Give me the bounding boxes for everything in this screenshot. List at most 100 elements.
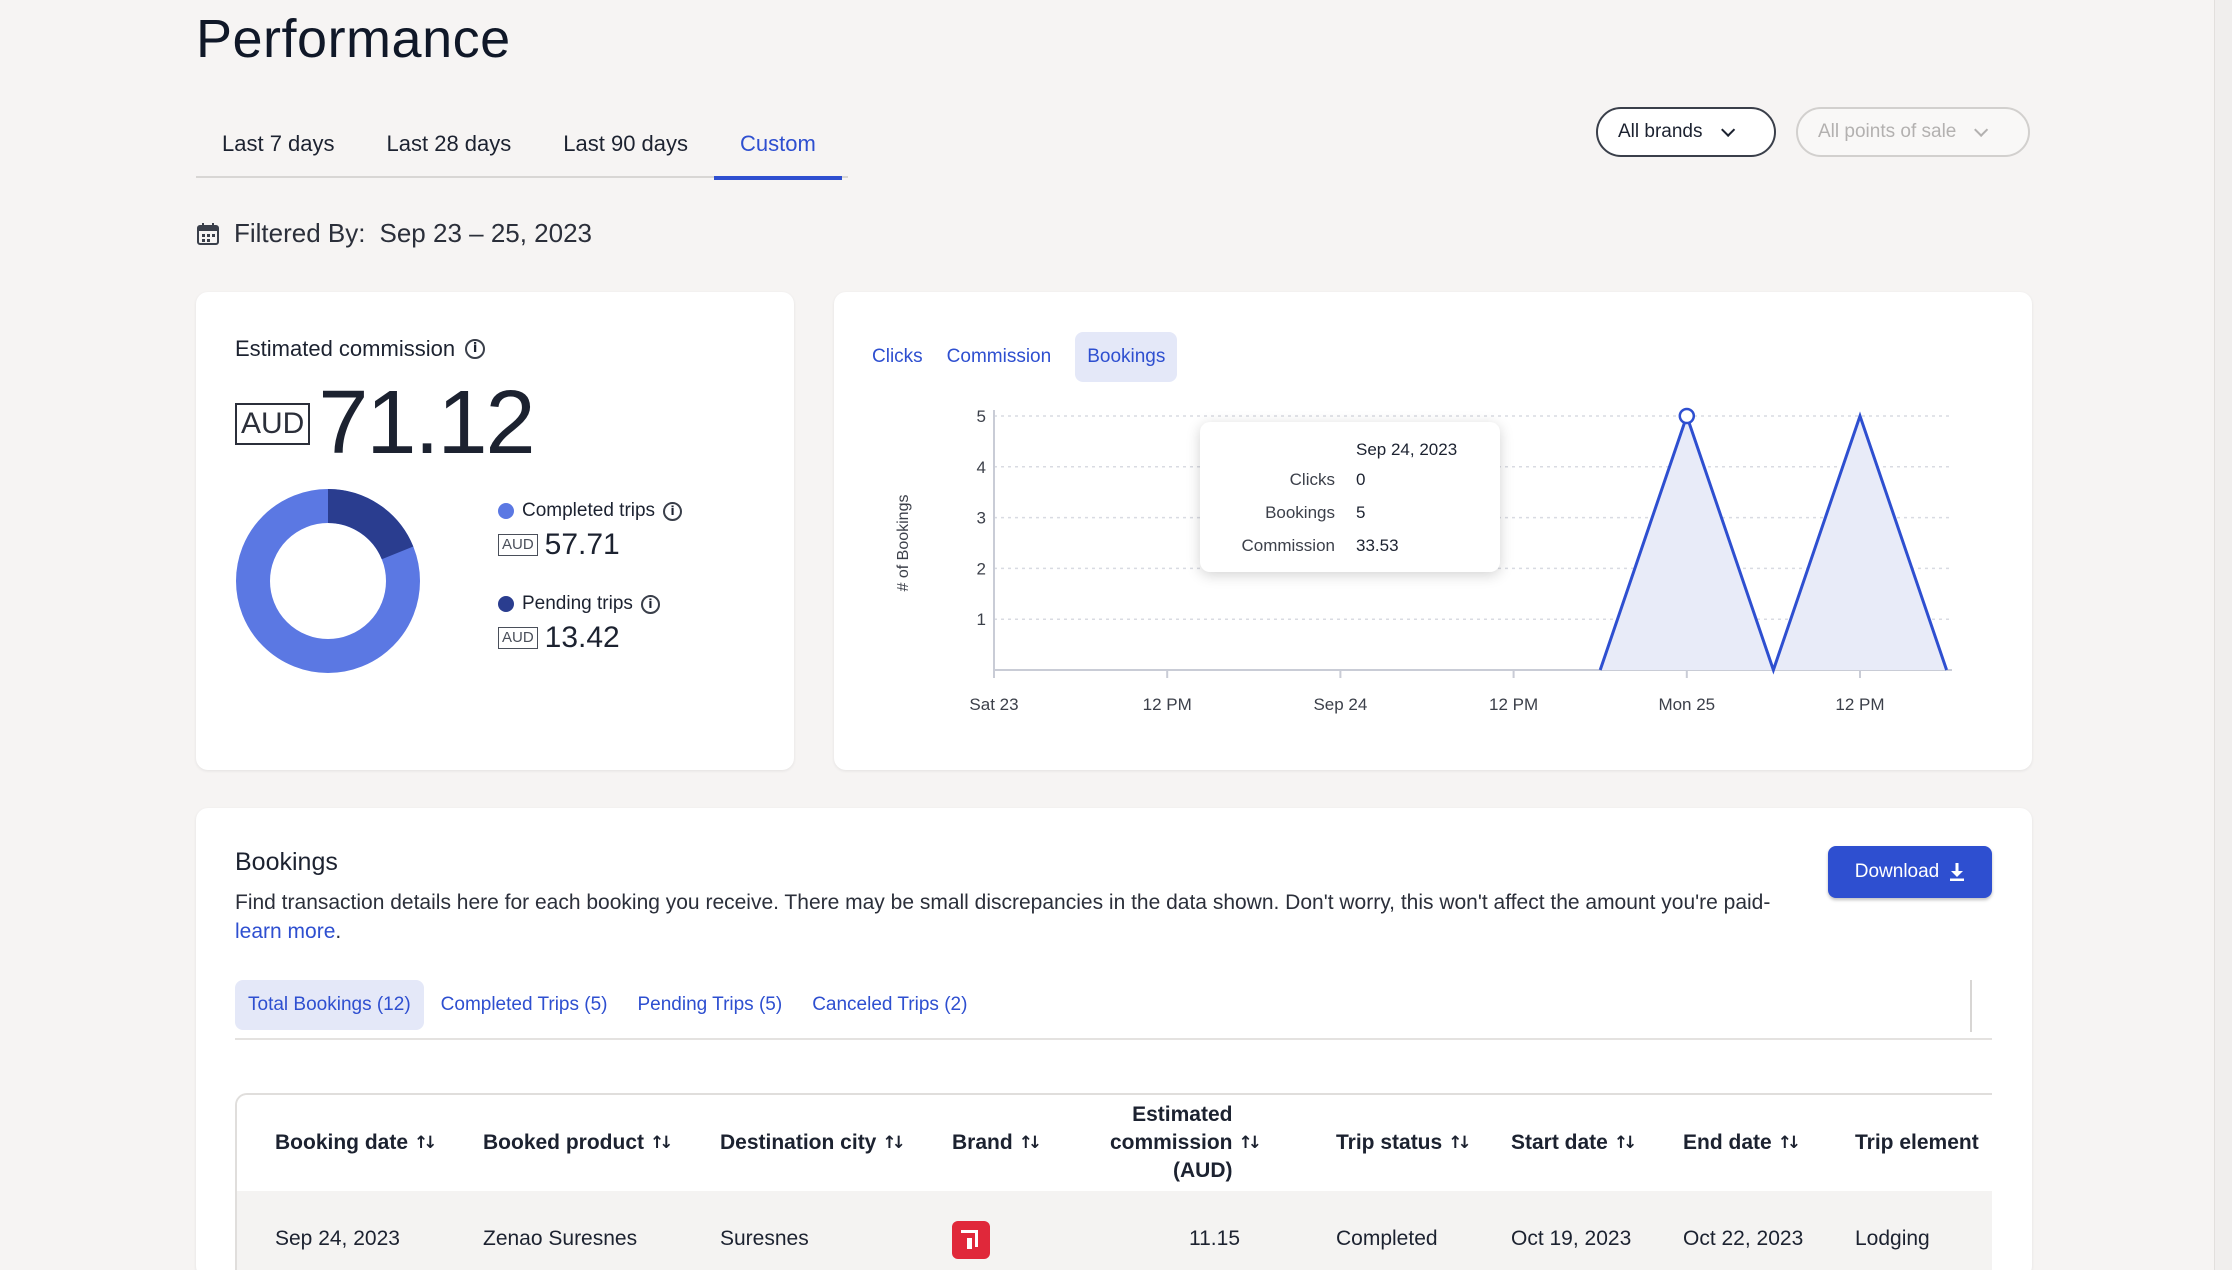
- tab-canceled-trips[interactable]: Canceled Trips (2): [812, 994, 968, 1015]
- col-trip-element[interactable]: Trip element: [1855, 1095, 1979, 1191]
- tooltip-key: Bookings: [1265, 503, 1335, 522]
- highlighted-point: [1678, 407, 1696, 425]
- commission-donut-chart: [236, 489, 420, 673]
- period-tabs: Last 7 days Last 28 days Last 90 days Cu…: [196, 118, 848, 180]
- tab-total-bookings[interactable]: Total Bookings (12): [235, 980, 424, 1030]
- filtered-by: Filtered By: Sep 23 – 25, 2023: [196, 218, 592, 249]
- y-axis-label: # of Bookings: [895, 495, 912, 592]
- y-tick-label: 1: [977, 610, 986, 629]
- tab-completed-trips[interactable]: Completed Trips (5): [440, 994, 608, 1015]
- info-icon[interactable]: i: [465, 339, 486, 359]
- bookings-description-text: Find transaction details here for each b…: [235, 891, 1771, 914]
- table-row[interactable]: Sep 24, 2023 Zenao Suresnes Suresnes 11.…: [237, 1191, 1992, 1270]
- brand-logo-icon: [952, 1221, 990, 1259]
- info-icon[interactable]: i: [640, 594, 660, 614]
- completed-trips-value: 57.71: [544, 528, 620, 561]
- chart-tooltip: Sep 24, 2023 Clicks 0 Bookings 5 Commiss…: [1200, 422, 1500, 572]
- sort-icon: ↑↓: [882, 1133, 905, 1153]
- tab-last-28-days[interactable]: Last 28 days: [386, 131, 512, 156]
- col-start-date[interactable]: Start date ↑↓: [1511, 1095, 1637, 1191]
- cell-trip-status: Completed: [1336, 1227, 1438, 1250]
- chevron-down-icon: [1974, 122, 1989, 137]
- pending-trips-value: 13.42: [544, 621, 620, 654]
- pending-dot: [498, 596, 514, 612]
- tab-commission[interactable]: Commission: [946, 346, 1052, 367]
- calendar-icon: [197, 222, 219, 245]
- col-estimated-commission[interactable]: Estimated commission (AUD) ↑↓: [1057, 1095, 1262, 1191]
- tooltip-row-bookings: Bookings 5: [1200, 503, 1500, 527]
- pending-trips-label: Pending trips: [522, 593, 633, 614]
- estimated-commission-label: Estimated commission: [235, 336, 456, 361]
- cell-end-date: Oct 22, 2023: [1683, 1227, 1804, 1250]
- tooltip-value: 0: [1356, 470, 1366, 489]
- col-destination-city[interactable]: Destination city ↑↓: [720, 1095, 906, 1191]
- col-label: Destination city: [720, 1131, 877, 1154]
- col-label: Booked product: [483, 1131, 644, 1154]
- tab-clicks[interactable]: Clicks: [872, 346, 923, 367]
- col-trip-status[interactable]: Trip status ↑↓: [1336, 1095, 1472, 1191]
- points-of-sale-select-value: All points of sale: [1818, 121, 1957, 142]
- commission-total-value: 71.12: [318, 373, 535, 473]
- sort-icon: ↑↓: [1238, 1133, 1262, 1153]
- chevron-down-icon: [1720, 122, 1735, 137]
- sort-icon: ↑↓: [1448, 1133, 1471, 1153]
- estimated-commission-total: AUD 71.12: [235, 372, 536, 475]
- learn-more-link[interactable]: learn more: [235, 920, 336, 943]
- col-brand[interactable]: Brand ↑↓: [952, 1095, 1042, 1191]
- col-label: Trip element: [1855, 1131, 1979, 1154]
- x-tick-label: 12 PM: [1835, 695, 1884, 714]
- sort-icon: ↑↓: [1018, 1133, 1042, 1153]
- info-icon[interactable]: i: [663, 501, 683, 521]
- page-title: Performance: [196, 9, 511, 69]
- col-end-date[interactable]: End date ↑↓: [1683, 1095, 1801, 1191]
- col-label: Booking date: [275, 1131, 409, 1154]
- estimated-commission-heading: Estimated commission i: [235, 336, 486, 362]
- col-booked-product[interactable]: Booked product ↑↓: [483, 1095, 673, 1191]
- filtered-by-label: Filtered By:: [234, 218, 366, 248]
- commission-card: Estimated commission i AUD 71.12 Complet…: [196, 292, 794, 770]
- filtered-by-value: Sep 23 – 25, 2023: [379, 218, 593, 248]
- x-tick-label: 12 PM: [1143, 695, 1192, 714]
- download-button[interactable]: Download: [1828, 846, 1992, 898]
- sort-icon: ↑↓: [650, 1133, 673, 1153]
- tooltip-date: Sep 24, 2023: [1356, 440, 1458, 459]
- tooltip-value: 33.53: [1356, 536, 1399, 555]
- col-label: End date: [1683, 1131, 1772, 1154]
- points-of-sale-select[interactable]: All points of sale: [1796, 107, 2030, 157]
- y-tick-label: 3: [977, 509, 986, 528]
- sort-icon: ↑↓: [1613, 1133, 1637, 1153]
- tooltip-row-clicks: Clicks 0: [1200, 470, 1500, 494]
- bookings-description-end: .: [335, 920, 342, 943]
- performance-chart-card: 1 2 3 4 5 Sat 23 12 PM Sep 24 12 PM Mon 25 12 PM # …: [834, 292, 2032, 770]
- bookings-description: Find transaction details here for each b…: [235, 888, 1795, 946]
- brands-select[interactable]: All brands: [1596, 107, 1776, 157]
- cell-commission: 11.15: [1189, 1227, 1240, 1250]
- download-icon: [1950, 863, 1965, 881]
- trip-status-tabs: Total Bookings (12) Completed Trips (5) …: [235, 980, 1992, 1040]
- tab-bookings[interactable]: Bookings: [1075, 332, 1178, 382]
- cell-trip-element: Lodging: [1855, 1227, 1930, 1250]
- cell-booked-product: Zenao Suresnes: [483, 1227, 638, 1250]
- donut-segment-pending: [236, 489, 420, 673]
- tab-pending-trips[interactable]: Pending Trips (5): [637, 994, 783, 1015]
- currency-badge: AUD: [498, 534, 538, 556]
- tooltip-key: Clicks: [1289, 470, 1335, 489]
- tab-custom[interactable]: Custom: [714, 118, 842, 180]
- tabs-divider: [1970, 980, 1972, 1032]
- cell-start-date: Oct 19, 2023: [1511, 1227, 1632, 1250]
- tab-last-7-days[interactable]: Last 7 days: [222, 131, 335, 156]
- page-scrollbar[interactable]: [2214, 0, 2232, 1270]
- col-label: Brand: [952, 1131, 1013, 1154]
- sort-icon: ↑↓: [414, 1133, 437, 1153]
- metric-tabs: Clicks Commission Bookings: [872, 332, 1178, 382]
- currency-badge: AUD: [498, 627, 538, 649]
- col-booking-date[interactable]: Booking date ↑↓: [275, 1095, 437, 1191]
- cell-booking-date: Sep 24, 2023: [275, 1227, 400, 1250]
- tooltip-row-commission: Commission 33.53: [1200, 536, 1500, 560]
- brands-select-value: All brands: [1618, 121, 1703, 142]
- tab-last-90-days[interactable]: Last 90 days: [563, 131, 689, 156]
- table-header: Booking date ↑↓ Booked product ↑↓ Destinat…: [237, 1095, 1992, 1191]
- legend-pending-trips: Pending trips i AUD 13.42: [498, 593, 660, 655]
- completed-dot: [498, 503, 514, 519]
- x-tick-label: 12 PM: [1489, 695, 1538, 714]
